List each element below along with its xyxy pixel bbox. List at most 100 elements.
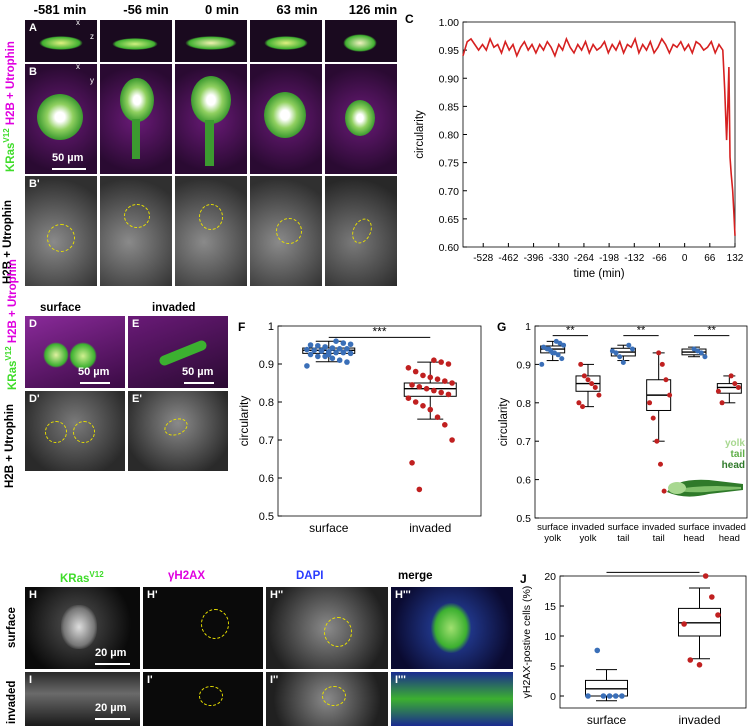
xz-image-2 (100, 20, 172, 62)
data-point (325, 351, 332, 358)
gray-image-1 (25, 176, 97, 286)
xy-image-1 (25, 64, 97, 174)
scale-bar-h (95, 663, 130, 665)
data-point (661, 488, 667, 494)
scale-label-i: 20 µm (95, 702, 127, 714)
panel-label-f: F (238, 320, 246, 334)
x-tick-label: -528 (473, 253, 493, 264)
legend-tail: tail (731, 449, 746, 460)
data-point (715, 612, 721, 618)
data-point (416, 384, 423, 390)
panel-label-e: E (132, 318, 140, 330)
x-tick-label: 0 (682, 253, 688, 264)
category-label: yolk (580, 533, 597, 544)
data-point (681, 621, 687, 627)
data-point (340, 340, 347, 346)
scale-label-h: 20 µm (95, 647, 127, 659)
data-point (702, 354, 708, 360)
invaded-gray-image (128, 391, 228, 471)
significance-label: *** (372, 324, 386, 338)
panel-label-i2: I'' (270, 674, 279, 686)
xz-image-1 (25, 20, 97, 62)
data-point (709, 594, 715, 600)
category-label: tail (617, 533, 629, 544)
y-tick-label: 0.65 (439, 214, 460, 226)
scale-label-b: 50 µm (52, 152, 84, 164)
circularity-series-line (462, 36, 736, 236)
data-point (405, 395, 412, 401)
y-tick-label: 0.6 (516, 475, 531, 487)
gray-image-2 (100, 176, 172, 286)
data-point (657, 461, 663, 467)
category-label: head (719, 533, 740, 544)
y-tick-label: 0.95 (439, 45, 460, 57)
category-label: invaded (409, 521, 451, 535)
panel-label-ep: E' (132, 393, 142, 405)
data-point (580, 404, 586, 410)
y-tick-label: 10 (544, 631, 556, 643)
scale-bar-b (52, 168, 86, 170)
scale-bar-d (80, 382, 110, 384)
data-point (592, 384, 598, 390)
data-point (735, 384, 741, 390)
axis-x-label: x (76, 18, 80, 27)
col-label-merge: merge (398, 570, 433, 582)
circularity-region-chart: 0.50.60.70.80.91circularitysurfaceyolkin… (498, 321, 748, 544)
category-label: tail (653, 533, 665, 544)
y-tick-label: 1.00 (439, 17, 460, 29)
row-label-d: KRasV12 H2B + Utrophin (4, 259, 19, 390)
xy-image-3 (175, 64, 247, 174)
panel-label-d: D (29, 318, 37, 330)
y-tick-label: 1 (525, 321, 531, 333)
data-point (442, 378, 448, 384)
data-point (442, 422, 448, 428)
gh2ax-box-chart: 0 5 10 15 20 γH2AX-postive cells (%) surface in… (521, 568, 747, 727)
y-tick-label: 1 (268, 321, 274, 333)
data-point (304, 363, 310, 369)
time-label-3: 0 min (205, 2, 239, 17)
x-tick-label: -132 (624, 253, 644, 264)
gray-image-3 (175, 176, 247, 286)
legend-head: head (722, 460, 745, 471)
xz-image-4 (250, 20, 322, 62)
data-point (654, 438, 660, 444)
data-point (647, 400, 653, 406)
invaded-dapi-image (266, 672, 388, 726)
panel-label-g: G (497, 320, 507, 334)
data-point (347, 341, 354, 348)
significance-label: ** (566, 325, 575, 337)
x-tick-label: -330 (549, 253, 569, 264)
panel-label-h: H (29, 589, 37, 601)
data-point (333, 349, 339, 356)
time-label-1: -581 min (33, 2, 87, 17)
category-label: surface (587, 713, 627, 727)
data-point (336, 357, 343, 363)
category-label: yolk (544, 533, 561, 544)
data-point (691, 346, 697, 352)
x-tick-label: -264 (574, 253, 594, 264)
significance-label: ** (637, 325, 646, 337)
data-point (449, 437, 455, 443)
y-tick-label: 0.9 (516, 359, 531, 371)
col-label-gh2ax: γH2AX (168, 570, 206, 582)
panel-label-i1: I' (147, 674, 153, 686)
data-point (581, 373, 587, 379)
data-point (585, 693, 591, 699)
col-label-invaded: invaded (152, 302, 196, 314)
y-tick-label: 0.90 (439, 73, 460, 85)
scale-label-d: 50 µm (78, 366, 110, 378)
data-point (449, 380, 455, 386)
data-point (650, 415, 656, 421)
data-point (659, 361, 665, 367)
category-label: invaded (642, 522, 675, 533)
y-tick-label: 0.6 (259, 473, 274, 485)
panel-label-dp: D' (29, 393, 40, 405)
panel-label-c: C (405, 12, 414, 26)
xz-image-5 (325, 20, 397, 62)
data-point (445, 361, 452, 367)
y-tick-label: 0.5 (259, 511, 274, 523)
y-tick-label: 0.70 (439, 186, 460, 198)
y-tick-label: 20 (544, 571, 556, 583)
data-point (307, 342, 314, 348)
row-label-surface: surface (6, 607, 18, 648)
